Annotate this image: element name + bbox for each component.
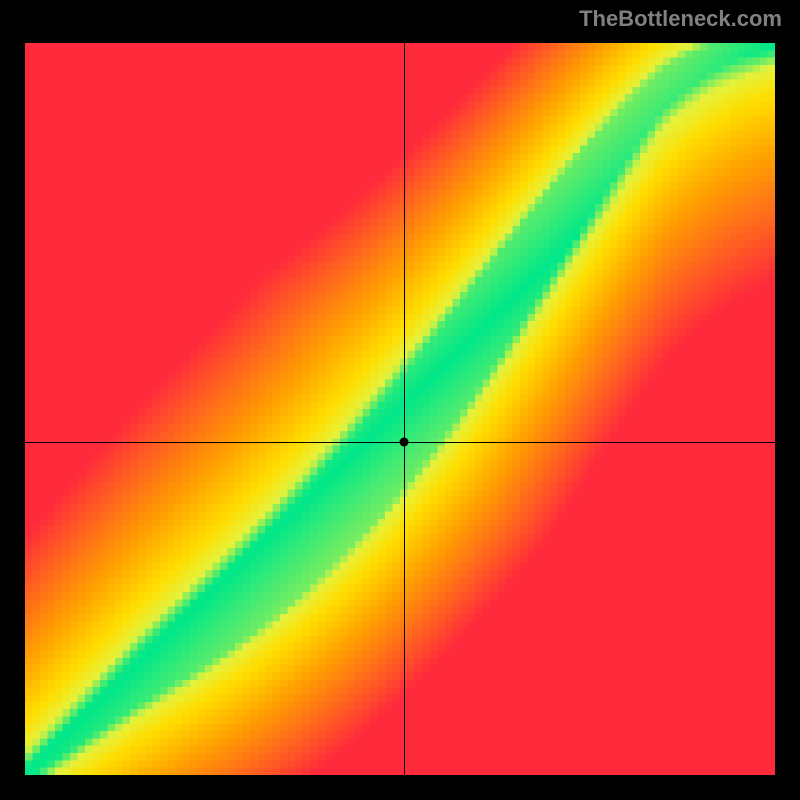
bottleneck-heatmap [25,43,775,775]
attribution-text: TheBottleneck.com [579,6,782,32]
crosshair-vertical [404,43,405,775]
crosshair-marker-dot [399,437,408,446]
plot-frame [15,33,785,785]
heatmap-canvas [25,43,775,775]
